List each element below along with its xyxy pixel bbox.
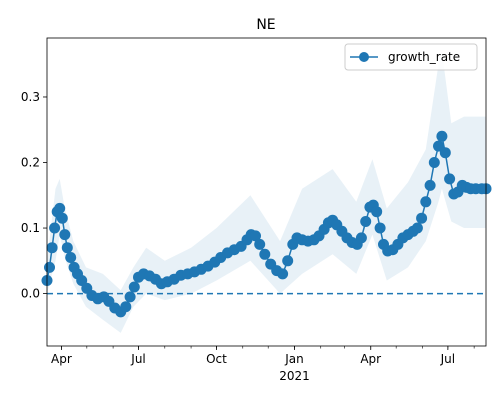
legend-label: growth_rate xyxy=(388,50,460,64)
y-tick-label: 0.0 xyxy=(21,287,40,301)
data-point xyxy=(277,268,289,280)
data-point xyxy=(444,173,456,185)
data-point xyxy=(120,301,132,313)
y-tick-label: 0.3 xyxy=(21,90,40,104)
data-point xyxy=(61,242,73,254)
data-point xyxy=(374,222,386,234)
data-point xyxy=(54,202,66,214)
data-point xyxy=(56,212,68,224)
x-tick-label: Jul xyxy=(440,352,455,366)
data-point xyxy=(76,275,88,286)
data-point xyxy=(259,248,271,260)
chart-title: NE xyxy=(256,17,275,33)
x-tick-label: Jan xyxy=(284,352,304,366)
data-point xyxy=(124,291,136,303)
data-point xyxy=(433,140,444,152)
data-point xyxy=(420,196,432,208)
data-point xyxy=(250,230,261,242)
legend: growth_rate xyxy=(344,43,478,71)
data-point xyxy=(428,157,440,168)
data-point xyxy=(49,222,61,234)
x-tick-label: Apr xyxy=(51,352,72,366)
y-tick-label: 0.1 xyxy=(21,221,40,235)
plot-frame xyxy=(46,37,487,347)
data-point xyxy=(46,242,58,254)
data-point xyxy=(360,216,372,227)
data-point xyxy=(416,212,428,224)
legend-box xyxy=(344,43,478,71)
data-point xyxy=(424,179,436,191)
data-point xyxy=(65,252,77,263)
data-point xyxy=(282,255,294,267)
confidence-band-area xyxy=(47,51,486,333)
x-tick-label: Jul xyxy=(130,352,145,366)
y-tick-label: 0.2 xyxy=(21,156,40,170)
data-point xyxy=(411,222,423,234)
data-point xyxy=(44,261,55,273)
confidence-band xyxy=(47,51,486,333)
data-point xyxy=(254,238,266,250)
legend-marker xyxy=(359,52,369,62)
x-tick-label: Oct xyxy=(206,352,227,366)
data-point xyxy=(439,147,451,159)
data-point xyxy=(59,229,71,241)
data-point xyxy=(128,281,140,293)
x-tick-label: Apr xyxy=(360,352,381,366)
data-point xyxy=(355,232,367,244)
growth-rate-series xyxy=(41,130,492,318)
data-point xyxy=(371,206,383,218)
axes: 0.0 0.1 0.2 0.3 Apr Jul Oct Jan Apr Jul 2021 xyxy=(21,37,487,383)
x-year-label: 2021 xyxy=(279,369,310,383)
data-point xyxy=(436,130,448,142)
